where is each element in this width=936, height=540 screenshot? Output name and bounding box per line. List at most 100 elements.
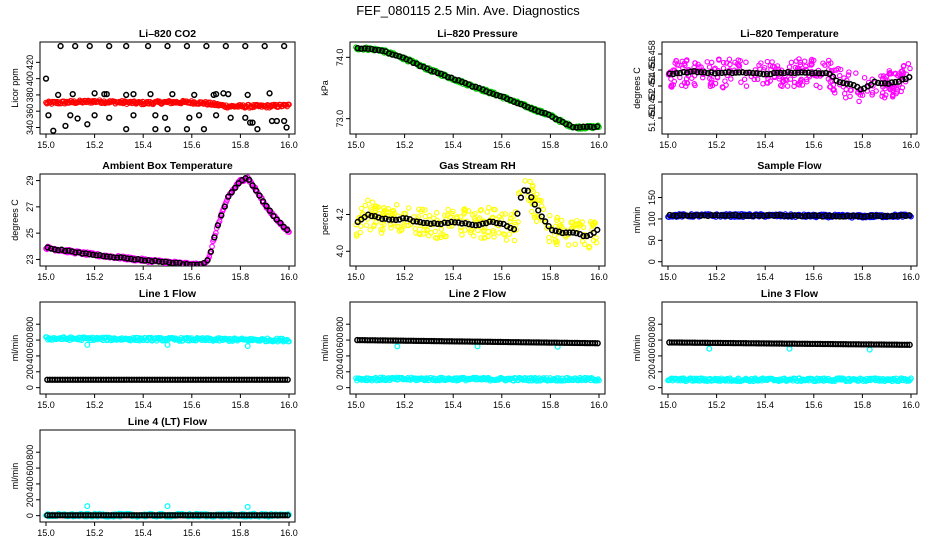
data-point bbox=[503, 95, 511, 103]
data-point bbox=[837, 72, 843, 79]
data-point bbox=[831, 86, 837, 93]
data-point bbox=[458, 227, 464, 234]
data-point bbox=[822, 212, 830, 219]
data-point bbox=[448, 218, 455, 226]
data-point bbox=[801, 58, 808, 64]
data-point bbox=[833, 213, 840, 220]
data-point bbox=[507, 224, 514, 232]
data-point bbox=[214, 222, 221, 229]
data-point bbox=[528, 187, 535, 193]
data-point bbox=[899, 84, 906, 91]
data-point bbox=[232, 184, 239, 191]
data-point bbox=[542, 218, 549, 225]
y-tick-label: 400 bbox=[25, 476, 35, 491]
data-point bbox=[679, 82, 685, 89]
x-tick-label: 15.4 bbox=[444, 272, 462, 282]
data-point bbox=[134, 255, 142, 263]
data-point bbox=[827, 83, 834, 90]
data-point bbox=[200, 125, 208, 133]
data-point bbox=[44, 244, 51, 251]
y-tick-label: 340 bbox=[25, 120, 35, 135]
data-point bbox=[743, 83, 750, 89]
data-point bbox=[777, 212, 784, 219]
plot-frame bbox=[39, 301, 296, 395]
data-point bbox=[218, 212, 225, 219]
data-point bbox=[482, 234, 488, 241]
data-point bbox=[764, 58, 771, 65]
y-tick-label: 100 bbox=[647, 211, 657, 226]
data-point bbox=[413, 230, 419, 236]
y-tick-label: 73.0 bbox=[335, 110, 345, 128]
x-tick-label: 15.0 bbox=[37, 528, 55, 538]
data-point bbox=[106, 114, 113, 121]
chart-licor_temp: Li–820 Temperature 15.0 15.2 15.4 15.6 15.8 16… bbox=[632, 28, 920, 150]
x-tick-label: 15.2 bbox=[86, 400, 104, 410]
x-tick-label: 15.8 bbox=[542, 140, 560, 150]
x-tick-label: 16.0 bbox=[902, 140, 920, 150]
data-point bbox=[808, 70, 816, 77]
data-point bbox=[694, 211, 701, 219]
x-tick-label: 15.8 bbox=[854, 140, 872, 150]
plot-area bbox=[665, 211, 914, 221]
data-point bbox=[403, 215, 410, 222]
data-point bbox=[362, 202, 369, 209]
data-point bbox=[878, 213, 885, 220]
data-point bbox=[546, 238, 553, 245]
y-axis-label: percent bbox=[320, 204, 330, 235]
x-tick-label: 15.2 bbox=[86, 528, 104, 538]
y-tick-label: 800 bbox=[647, 317, 657, 332]
data-point bbox=[536, 197, 543, 204]
data-point bbox=[437, 220, 445, 228]
data-point bbox=[472, 222, 479, 229]
chart-sample_flow: Sample Flow 15.0 15.2 15.4 15.6 15.8 16.0 0 50 10… bbox=[632, 160, 920, 282]
y-tick-label: 380 bbox=[25, 87, 35, 102]
data-point bbox=[490, 228, 496, 234]
x-tick-label: 16.0 bbox=[902, 272, 920, 282]
data-point bbox=[514, 99, 521, 107]
data-point bbox=[528, 194, 535, 201]
data-point bbox=[458, 78, 466, 86]
x-tick-label: 15.6 bbox=[183, 400, 201, 410]
data-point bbox=[805, 69, 812, 76]
plot-frame bbox=[661, 173, 918, 267]
data-point bbox=[284, 512, 291, 519]
x-tick-label: 15.8 bbox=[854, 272, 872, 282]
chart-title: Line 1 Flow bbox=[139, 288, 197, 300]
data-point bbox=[781, 212, 788, 220]
data-point bbox=[266, 207, 274, 214]
data-point bbox=[892, 78, 899, 86]
data-point bbox=[273, 216, 281, 223]
data-point bbox=[547, 212, 553, 219]
data-point bbox=[282, 376, 289, 383]
data-point bbox=[788, 212, 795, 219]
data-point bbox=[725, 69, 732, 76]
y-tick-label: 600 bbox=[25, 461, 35, 476]
y-tick-label: 74.0 bbox=[335, 49, 345, 67]
data-point bbox=[767, 63, 773, 69]
data-point bbox=[254, 125, 261, 133]
y-axis-label: Licor ppm bbox=[10, 68, 20, 108]
y-tick-label: 800 bbox=[25, 445, 35, 460]
data-point bbox=[389, 216, 396, 223]
data-point bbox=[86, 251, 93, 258]
data-point bbox=[791, 69, 798, 77]
data-point bbox=[812, 69, 819, 76]
chart-title: Ambient Box Temperature bbox=[102, 160, 233, 172]
data-point bbox=[548, 227, 556, 234]
y-tick-label: 400 bbox=[335, 348, 345, 363]
data-point bbox=[392, 52, 400, 59]
data-point bbox=[68, 248, 76, 255]
data-point bbox=[888, 71, 894, 77]
data-point bbox=[832, 90, 838, 96]
data-point bbox=[517, 194, 525, 201]
data-point bbox=[458, 220, 466, 227]
data-point bbox=[754, 76, 761, 83]
data-point bbox=[282, 512, 289, 519]
data-point bbox=[472, 83, 479, 91]
data-point bbox=[421, 227, 427, 233]
x-tick-label: 15.4 bbox=[134, 528, 152, 538]
data-point bbox=[529, 208, 535, 215]
data-point bbox=[82, 250, 90, 257]
chart-line1: Line 1 Flow 15.0 15.2 15.4 15.6 15.8 16.0 0 2004… bbox=[10, 288, 298, 410]
